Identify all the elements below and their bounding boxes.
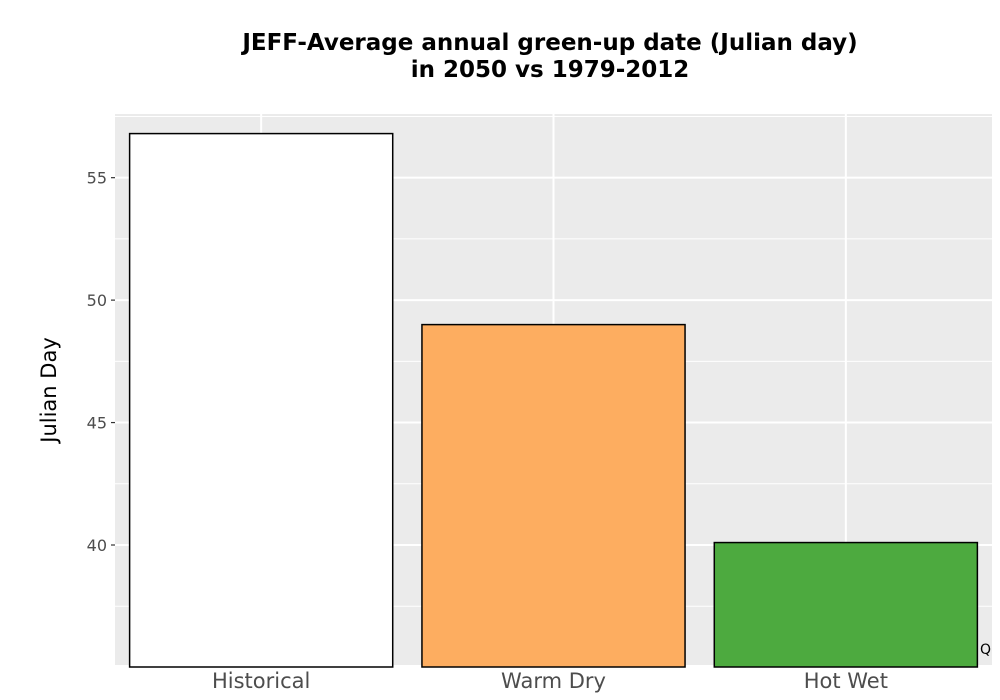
corner-note: Q — [980, 642, 991, 658]
bar-historical — [128, 132, 394, 668]
y-tick-label: 40 — [87, 536, 107, 555]
x-tick-label: Historical — [212, 669, 310, 693]
bar-warm-dry — [421, 323, 686, 668]
chart-title-line-1: JEFF-Average annual green-up date (Julia… — [242, 30, 858, 56]
y-tick-label: 55 — [87, 169, 107, 188]
chart-title-line-2: in 2050 vs 1979-2012 — [410, 57, 690, 83]
y-axis-ticks: 40 45 50 55 — [87, 169, 115, 555]
y-axis-title: Julian Day — [37, 337, 61, 445]
bars — [128, 132, 979, 668]
x-tick-label: Warm Dry — [501, 669, 606, 693]
x-tick-label: Hot Wet — [804, 669, 888, 693]
bar-hot-wet — [713, 541, 979, 668]
y-tick-label: 45 — [87, 414, 107, 433]
y-tick-label: 50 — [87, 291, 107, 310]
x-axis-labels: Historical Warm Dry Hot Wet — [212, 669, 888, 693]
chart-title: JEFF-Average annual green-up date (Julia… — [0, 30, 1000, 84]
